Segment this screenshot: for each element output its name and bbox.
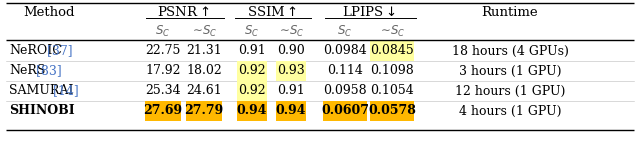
- Text: 0.94: 0.94: [237, 105, 268, 117]
- Text: 0.91: 0.91: [277, 85, 305, 97]
- Bar: [323, 101, 367, 121]
- Text: Runtime: Runtime: [482, 5, 538, 19]
- Bar: [145, 101, 181, 121]
- Text: $\sim\! S_C$: $\sim\! S_C$: [378, 24, 406, 39]
- Text: NeROIC: NeROIC: [9, 45, 62, 57]
- Text: 18 hours (4 GPUs): 18 hours (4 GPUs): [452, 45, 568, 57]
- Text: LPIPS$\downarrow$: LPIPS$\downarrow$: [342, 5, 396, 19]
- Text: 0.90: 0.90: [277, 45, 305, 57]
- Text: NeRS: NeRS: [9, 65, 45, 77]
- Text: 0.0984: 0.0984: [323, 45, 367, 57]
- Text: 0.92: 0.92: [238, 85, 266, 97]
- Text: 0.0578: 0.0578: [368, 105, 416, 117]
- Bar: [237, 101, 267, 121]
- Bar: [370, 41, 414, 61]
- Text: SAMURAI: SAMURAI: [9, 85, 74, 97]
- Text: 0.1098: 0.1098: [370, 65, 414, 77]
- Text: 0.0845: 0.0845: [370, 45, 414, 57]
- Text: $\sim\! S_C$: $\sim\! S_C$: [190, 24, 218, 39]
- Bar: [276, 101, 306, 121]
- Text: $S_C$: $S_C$: [156, 24, 171, 39]
- Text: 21.31: 21.31: [186, 45, 222, 57]
- Text: 17.92: 17.92: [145, 65, 180, 77]
- Text: 27.79: 27.79: [184, 105, 223, 117]
- Bar: [276, 61, 306, 81]
- Text: 0.114: 0.114: [327, 65, 363, 77]
- Text: [83]: [83]: [32, 65, 61, 77]
- Text: 24.61: 24.61: [186, 85, 222, 97]
- Text: 27.69: 27.69: [143, 105, 182, 117]
- Text: SHINOBI: SHINOBI: [9, 105, 75, 117]
- Text: 0.92: 0.92: [238, 65, 266, 77]
- Text: 0.94: 0.94: [276, 105, 307, 117]
- Text: [14]: [14]: [49, 85, 79, 97]
- Text: 18.02: 18.02: [186, 65, 222, 77]
- Text: 0.0607: 0.0607: [321, 105, 369, 117]
- Text: 4 hours (1 GPU): 4 hours (1 GPU): [459, 105, 561, 117]
- Text: $\sim\! S_C$: $\sim\! S_C$: [277, 24, 305, 39]
- Text: Method: Method: [23, 5, 75, 19]
- Bar: [370, 101, 414, 121]
- Text: SSIM$\uparrow$: SSIM$\uparrow$: [246, 5, 296, 19]
- Text: 25.34: 25.34: [145, 85, 181, 97]
- Text: PSNR$\uparrow$: PSNR$\uparrow$: [157, 5, 210, 19]
- Bar: [237, 81, 267, 101]
- Text: 3 hours (1 GPU): 3 hours (1 GPU): [459, 65, 561, 77]
- Text: 0.1054: 0.1054: [370, 85, 414, 97]
- Text: 0.93: 0.93: [277, 65, 305, 77]
- Text: $S_C$: $S_C$: [244, 24, 260, 39]
- Text: 22.75: 22.75: [145, 45, 180, 57]
- Text: 0.0958: 0.0958: [323, 85, 367, 97]
- Bar: [237, 61, 267, 81]
- Text: $S_C$: $S_C$: [337, 24, 353, 39]
- Text: 0.91: 0.91: [238, 45, 266, 57]
- Text: 12 hours (1 GPU): 12 hours (1 GPU): [455, 85, 565, 97]
- Bar: [186, 101, 222, 121]
- Text: [37]: [37]: [44, 45, 73, 57]
